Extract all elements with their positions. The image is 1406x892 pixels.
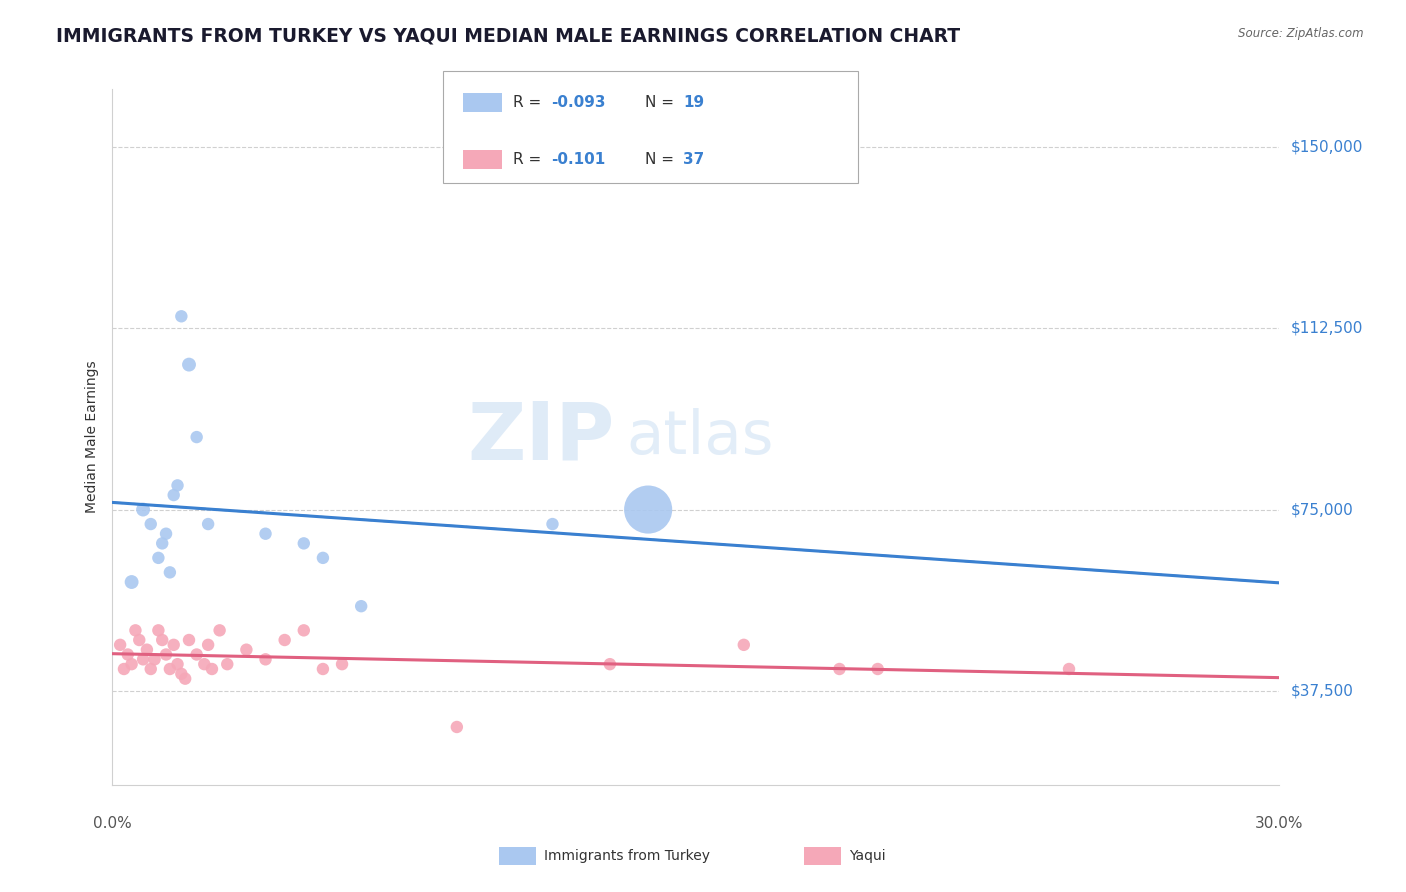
Point: [599, 657, 621, 672]
Point: [132, 502, 155, 516]
Point: [163, 488, 186, 502]
Point: [350, 599, 373, 614]
Point: [637, 502, 659, 516]
Point: [446, 720, 468, 734]
Point: [330, 657, 353, 672]
Point: [112, 662, 135, 676]
Point: [170, 310, 193, 324]
Text: R =: R =: [513, 153, 547, 167]
Text: $150,000: $150,000: [1291, 140, 1362, 154]
Point: [135, 642, 157, 657]
Text: 0.0%: 0.0%: [93, 815, 132, 830]
Point: [217, 657, 239, 672]
Point: [197, 516, 219, 531]
Point: [208, 624, 231, 638]
Point: [733, 638, 755, 652]
Text: $75,000: $75,000: [1291, 502, 1354, 517]
Text: Source: ZipAtlas.com: Source: ZipAtlas.com: [1239, 27, 1364, 40]
Point: [163, 638, 186, 652]
Text: N =: N =: [645, 153, 679, 167]
Point: [128, 633, 150, 648]
Point: [254, 652, 277, 666]
Point: [143, 652, 166, 666]
Text: N =: N =: [645, 95, 679, 110]
Point: [148, 624, 170, 638]
Text: atlas: atlas: [626, 408, 773, 467]
Point: [541, 516, 564, 531]
Point: [235, 642, 257, 657]
Point: [186, 430, 208, 444]
Point: [170, 666, 193, 681]
Point: [254, 526, 277, 541]
Point: [197, 638, 219, 652]
Point: [148, 550, 170, 565]
Point: [166, 657, 188, 672]
Text: IMMIGRANTS FROM TURKEY VS YAQUI MEDIAN MALE EARNINGS CORRELATION CHART: IMMIGRANTS FROM TURKEY VS YAQUI MEDIAN M…: [56, 27, 960, 45]
Point: [177, 633, 200, 648]
Point: [193, 657, 215, 672]
Text: ZIP: ZIP: [467, 398, 614, 476]
Point: [121, 657, 143, 672]
Text: $112,500: $112,500: [1291, 321, 1362, 336]
Y-axis label: Median Male Earnings: Median Male Earnings: [86, 360, 100, 514]
Point: [159, 566, 181, 580]
Text: $37,500: $37,500: [1291, 683, 1354, 698]
Point: [273, 633, 295, 648]
Point: [292, 624, 315, 638]
Text: 37: 37: [683, 153, 704, 167]
Point: [166, 478, 188, 492]
Point: [174, 672, 197, 686]
Point: [828, 662, 851, 676]
Point: [177, 358, 200, 372]
Point: [150, 536, 173, 550]
Point: [121, 574, 143, 589]
Point: [201, 662, 224, 676]
Point: [312, 662, 335, 676]
Point: [108, 638, 131, 652]
Point: [124, 624, 146, 638]
Text: Yaqui: Yaqui: [849, 849, 886, 863]
Text: 30.0%: 30.0%: [1256, 815, 1303, 830]
Text: -0.093: -0.093: [551, 95, 606, 110]
Point: [1057, 662, 1080, 676]
Point: [866, 662, 889, 676]
Point: [150, 633, 173, 648]
Point: [155, 526, 177, 541]
Point: [312, 550, 335, 565]
Point: [292, 536, 315, 550]
Point: [186, 648, 208, 662]
Text: Immigrants from Turkey: Immigrants from Turkey: [544, 849, 710, 863]
Point: [155, 648, 177, 662]
Point: [117, 648, 139, 662]
Point: [139, 662, 162, 676]
Text: -0.101: -0.101: [551, 153, 606, 167]
Point: [139, 516, 162, 531]
Point: [132, 652, 155, 666]
Point: [159, 662, 181, 676]
Text: R =: R =: [513, 95, 547, 110]
Text: 19: 19: [683, 95, 704, 110]
